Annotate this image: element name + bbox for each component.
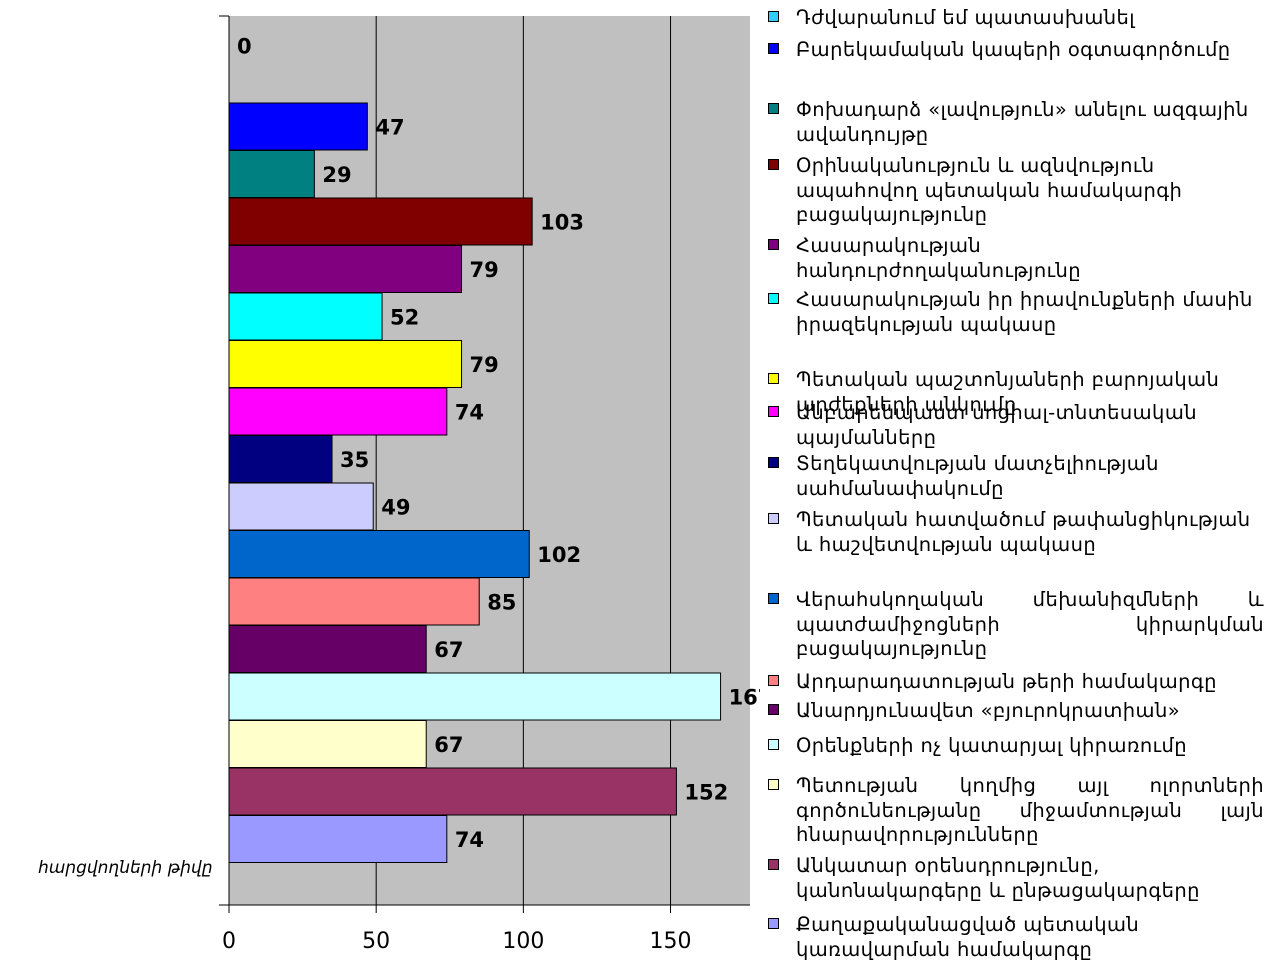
data-label: 0 bbox=[237, 35, 252, 59]
data-label: 74 bbox=[455, 401, 484, 425]
legend-label: Տեղեկատվության մատչելիության սահմանափակո… bbox=[796, 452, 1159, 500]
legend-item: Անարդյունավետ «բյուրոկրատիան» bbox=[768, 699, 1264, 724]
x-tick-label: 50 bbox=[362, 929, 390, 954]
legend-label: Վերահսկողական մեխանիզմների և պատժամիջոցն… bbox=[796, 588, 1264, 660]
bar bbox=[228, 340, 463, 388]
bar bbox=[228, 102, 368, 151]
legend-label: Փոխադարձ «լավություն» անելու ազգային ավա… bbox=[796, 98, 1249, 146]
legend-item: Օրինականություն և ազնվություն ապահովող պ… bbox=[768, 154, 1264, 228]
legend-swatch bbox=[768, 239, 779, 250]
data-label: 74 bbox=[455, 828, 484, 852]
bar bbox=[228, 245, 463, 293]
legend-label: Անարդյունավետ «բյուրոկրատիան» bbox=[796, 699, 1181, 722]
legend-swatch bbox=[768, 779, 779, 790]
x-tick-label: 0 bbox=[222, 929, 236, 954]
legend-swatch bbox=[768, 918, 779, 929]
bar bbox=[228, 577, 480, 626]
legend-label: Անկատար օրենսդրությունը, կանոնակարգերը և… bbox=[796, 854, 1200, 902]
legend-label: Դժվարանում եմ պատասխանել bbox=[796, 6, 1135, 29]
legend-item: Օրենքների ոչ կատարյալ կիրառումը bbox=[768, 734, 1264, 759]
legend-item: Հասարակության հանդուրժողականությունը bbox=[768, 234, 1264, 283]
legend-label: Բարեկամական կապերի օգտագործումը bbox=[796, 38, 1231, 61]
legend-swatch bbox=[768, 373, 779, 384]
data-label: 167 bbox=[729, 686, 760, 710]
legend-item: Դժվարանում եմ պատասխանել bbox=[768, 6, 1264, 31]
data-label: 35 bbox=[340, 448, 369, 472]
legend-item: Պետական հատվածում թափանցիկության և հաշվե… bbox=[768, 508, 1264, 557]
legend-label: Արդարադատության թերի համակարգը bbox=[796, 670, 1217, 693]
bar bbox=[228, 387, 448, 436]
data-label: 67 bbox=[434, 638, 463, 662]
legend-swatch bbox=[768, 739, 779, 750]
legend-label: Օրինականություն և ազնվություն ապահովող պ… bbox=[796, 154, 1183, 226]
bar bbox=[228, 815, 448, 863]
data-label: 85 bbox=[487, 591, 516, 615]
bar bbox=[228, 292, 383, 341]
legend-swatch bbox=[768, 593, 779, 604]
legend-label: Անբարենպաստ սոցիալ-տնտեսական պայմանները bbox=[796, 401, 1197, 449]
legend-item: Փոխադարձ «լավություն» անելու ազգային ավա… bbox=[768, 98, 1264, 147]
bar bbox=[228, 482, 374, 531]
legend-label: Հասարակության իր իրավունքների մասին իրազ… bbox=[796, 288, 1253, 336]
bar bbox=[228, 150, 315, 198]
legend-item: Անբարենպաստ սոցիալ-տնտեսական պայմանները bbox=[768, 401, 1264, 450]
data-label: 79 bbox=[470, 258, 499, 282]
legend-item: Հասարակության իր իրավունքների մասին իրազ… bbox=[768, 288, 1264, 337]
legend-item: Վերահսկողական մեխանիզմների և պատժամիջոցն… bbox=[768, 588, 1264, 662]
data-label: 67 bbox=[434, 733, 463, 757]
data-label: 49 bbox=[381, 496, 410, 520]
legend-swatch bbox=[768, 457, 779, 468]
bar bbox=[228, 767, 677, 816]
legend-item: Արդարադատության թերի համակարգը bbox=[768, 670, 1264, 695]
legend-item: Անկատար օրենսդրությունը, կանոնակարգերը և… bbox=[768, 854, 1264, 903]
data-label: 79 bbox=[470, 353, 499, 377]
y-axis-label: հարցվողների թիվը bbox=[38, 858, 213, 878]
legend-label: Պետական պաշտոնյաների բարոյական արժեքների… bbox=[796, 368, 1220, 416]
legend-item: Տեղեկատվության մատչելիության սահմանափակո… bbox=[768, 452, 1264, 501]
x-tick-label: 100 bbox=[502, 929, 544, 954]
legend-swatch bbox=[768, 513, 779, 524]
data-label: 47 bbox=[375, 116, 404, 140]
legend-item: Պետական պաշտոնյաների բարոյական արժեքների… bbox=[768, 368, 1264, 417]
legend-item: Բարեկամական կապերի օգտագործումը bbox=[768, 38, 1264, 63]
legend-swatch bbox=[768, 675, 779, 686]
data-label: 102 bbox=[537, 543, 581, 567]
legend-swatch bbox=[768, 159, 779, 170]
legend-item: Պետության կողմից այլ ոլորտների գործունեո… bbox=[768, 774, 1264, 848]
legend-swatch bbox=[768, 103, 779, 114]
bar bbox=[228, 435, 333, 483]
legend-item: Քաղաքականացված պետական կառավարման համակա… bbox=[768, 913, 1264, 962]
bar bbox=[228, 720, 427, 768]
legend-swatch bbox=[768, 704, 779, 715]
bar-chart: 0 47 29 103 79 52 79 74 35 49 102 85 67 167 67 152 74 0 50… bbox=[219, 15, 760, 954]
legend-label: Պետության կողմից այլ ոլորտների գործունեո… bbox=[796, 774, 1264, 846]
legend-swatch bbox=[768, 406, 779, 417]
data-label: 52 bbox=[390, 306, 419, 330]
data-label: 103 bbox=[540, 211, 584, 235]
bar bbox=[228, 197, 533, 246]
legend-label: Հասարակության հանդուրժողականությունը bbox=[796, 234, 1081, 282]
legend-swatch bbox=[768, 859, 779, 870]
legend-swatch bbox=[768, 11, 779, 22]
legend-label: Քաղաքականացված պետական կառավարման համակա… bbox=[796, 913, 1140, 961]
bar bbox=[228, 625, 427, 673]
bar bbox=[228, 672, 722, 721]
x-tick-label: 150 bbox=[650, 929, 692, 954]
legend-swatch bbox=[768, 293, 779, 304]
bar bbox=[228, 530, 530, 578]
data-label: 29 bbox=[322, 163, 351, 187]
data-label: 152 bbox=[684, 781, 728, 805]
legend-swatch bbox=[768, 43, 779, 54]
legend-label: Օրենքների ոչ կատարյալ կիրառումը bbox=[796, 734, 1188, 757]
legend-label: Պետական հատվածում թափանցիկության և հաշվե… bbox=[796, 508, 1251, 556]
